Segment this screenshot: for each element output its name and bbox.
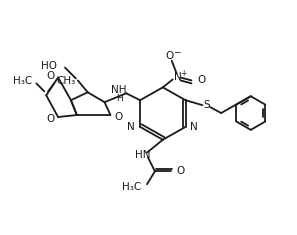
Text: N: N (127, 122, 135, 132)
Text: HN: HN (135, 149, 151, 160)
Text: O: O (198, 75, 206, 86)
Text: HO: HO (41, 61, 57, 71)
Text: O: O (47, 114, 55, 124)
Text: O: O (114, 112, 123, 122)
Text: −: − (173, 47, 180, 56)
Text: H: H (116, 94, 123, 103)
Text: CH₃: CH₃ (56, 76, 75, 86)
Text: O: O (177, 166, 185, 176)
Text: N: N (190, 122, 198, 132)
Text: H₃C: H₃C (13, 76, 32, 86)
Text: O: O (47, 70, 55, 81)
Text: N: N (174, 72, 181, 82)
Text: +: + (180, 69, 187, 78)
Text: H₃C: H₃C (122, 182, 141, 192)
Text: S: S (203, 100, 210, 110)
Text: O: O (166, 51, 174, 61)
Text: NH: NH (110, 85, 126, 95)
